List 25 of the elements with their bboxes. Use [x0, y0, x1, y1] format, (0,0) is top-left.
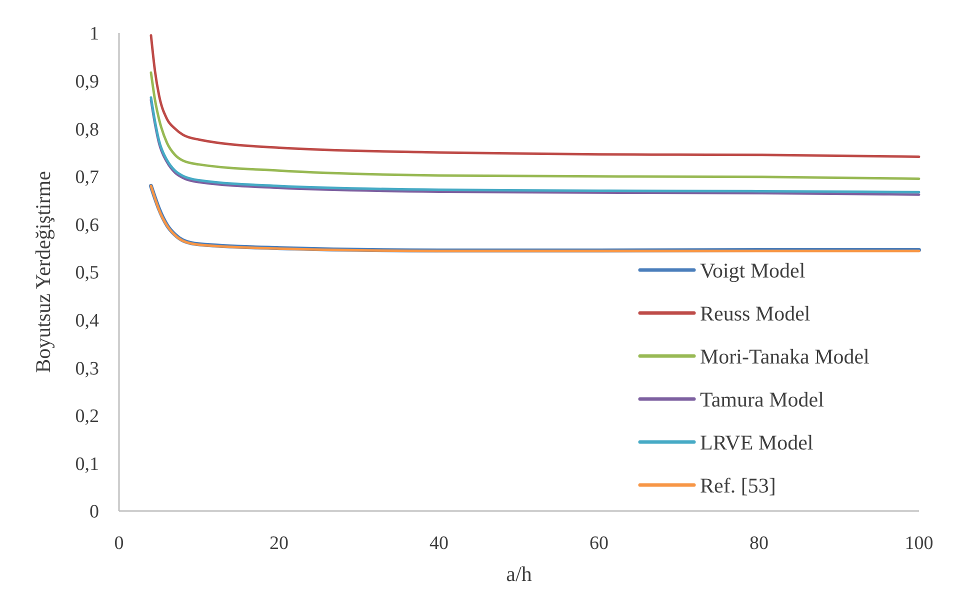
- y-tick-label: 0,3: [75, 358, 99, 380]
- y-tick-label: 0,5: [75, 262, 99, 284]
- x-tick-label: 100: [904, 533, 934, 554]
- x-tick-label: 60: [590, 533, 608, 554]
- legend-label: Ref. [53]: [700, 473, 776, 498]
- y-tick-label: 0,1: [75, 454, 99, 475]
- y-tick-label: 0: [90, 502, 99, 523]
- x-tick-label: 20: [270, 533, 288, 554]
- x-tick-label: 0: [114, 533, 124, 554]
- y-tick-label: 0,2: [75, 406, 99, 428]
- x-axis-title: a/h: [506, 562, 532, 586]
- x-tick-label: 40: [430, 533, 448, 554]
- legend-label: Mori-Tanaka Model: [700, 344, 870, 368]
- legend-label: Voigt Model: [700, 258, 806, 282]
- legend-label: Reuss Model: [700, 301, 810, 326]
- y-tick-label: 0,6: [75, 214, 99, 236]
- y-tick-label: 1: [90, 24, 99, 45]
- legend-label: Tamura Model: [700, 387, 824, 412]
- legend-label: LRVE Model: [700, 430, 814, 454]
- y-tick-label: 0,9: [75, 71, 99, 92]
- y-axis-title: Boyutsuz Yerdeğiştirme: [31, 171, 55, 373]
- y-tick-label: 0,4: [75, 310, 100, 332]
- y-tick-label: 0,8: [75, 119, 99, 140]
- x-tick-label: 80: [750, 533, 768, 554]
- y-tick-label: 0,7: [75, 167, 99, 188]
